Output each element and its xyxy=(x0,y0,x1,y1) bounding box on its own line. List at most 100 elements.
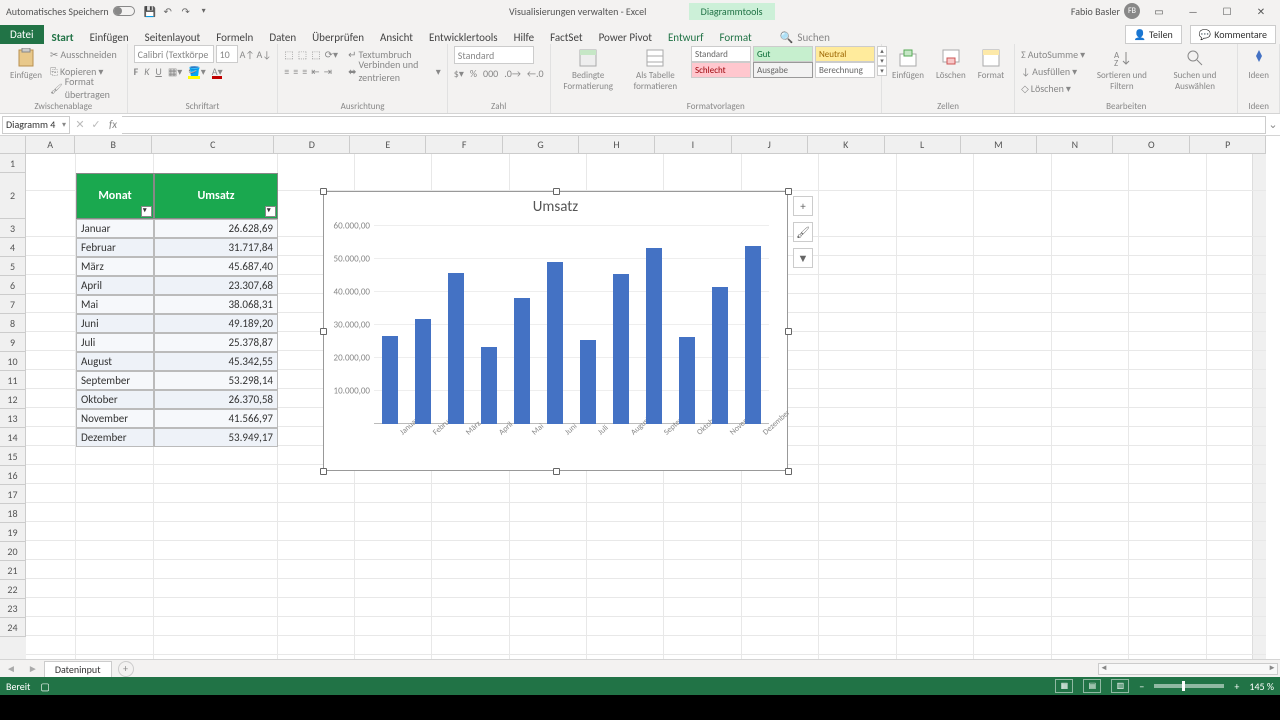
macro-record-icon[interactable]: ▢ xyxy=(40,680,49,693)
increase-decimal-icon[interactable]: .0→ xyxy=(504,67,521,80)
row-header[interactable]: 24 xyxy=(0,618,26,637)
row-header[interactable]: 8 xyxy=(0,314,26,333)
zoom-level[interactable]: 145 % xyxy=(1249,680,1274,693)
column-header[interactable]: F xyxy=(426,136,503,154)
paste-button[interactable]: Einfügen xyxy=(6,46,46,83)
currency-icon[interactable]: $▾ xyxy=(454,67,464,80)
indent-dec-icon[interactable]: ⇤ xyxy=(311,65,319,78)
sheet-nav-next-icon[interactable]: ► xyxy=(22,662,44,675)
minimize-icon[interactable]: — xyxy=(1178,1,1208,21)
chart-resize-handle[interactable] xyxy=(553,188,560,195)
row-header[interactable]: 12 xyxy=(0,390,26,409)
row-header[interactable]: 2 xyxy=(0,173,26,219)
table-cell[interactable]: 23.307,68 xyxy=(154,276,278,295)
column-header[interactable]: P xyxy=(1190,136,1266,154)
chart-bar[interactable] xyxy=(448,273,464,424)
cell-styles-gallery[interactable]: StandardGutNeutralSchlechtAusgabeBerechn… xyxy=(691,46,875,78)
chart-bar[interactable] xyxy=(547,262,563,424)
column-header[interactable]: M xyxy=(961,136,1038,154)
close-icon[interactable]: ✕ xyxy=(1246,1,1276,21)
column-header[interactable]: K xyxy=(808,136,885,154)
row-header[interactable]: 11 xyxy=(0,371,26,390)
cell-style-standard[interactable]: Standard xyxy=(691,46,751,62)
find-select-button[interactable]: Suchen und Auswählen xyxy=(1159,46,1232,94)
row-header[interactable]: 15 xyxy=(0,447,26,466)
column-header[interactable]: C xyxy=(152,136,274,154)
formula-input[interactable] xyxy=(122,116,1266,134)
chart-bar[interactable] xyxy=(646,248,662,424)
chart-elements-button[interactable]: + xyxy=(793,196,813,216)
row-header[interactable]: 16 xyxy=(0,466,26,485)
chart-bar[interactable] xyxy=(382,336,398,424)
chart-bar[interactable] xyxy=(580,340,596,424)
column-header[interactable]: J xyxy=(732,136,808,154)
indent-inc-icon[interactable]: ⇥ xyxy=(324,65,332,78)
row-header[interactable]: 20 xyxy=(0,542,26,561)
filter-dropdown-icon[interactable] xyxy=(265,206,276,217)
table-header[interactable]: Monat xyxy=(76,173,154,219)
chart-resize-handle[interactable] xyxy=(785,188,792,195)
row-header[interactable]: 4 xyxy=(0,238,26,257)
format-cells-button[interactable]: Format xyxy=(974,46,1008,83)
table-cell[interactable]: 53.949,17 xyxy=(154,428,278,447)
chart-object[interactable]: Umsatz10.000,0020.000,0030.000,0040.000,… xyxy=(323,191,788,471)
file-tab[interactable]: Datei xyxy=(0,25,44,44)
format-as-table-button[interactable]: Als Tabelle formatieren xyxy=(624,46,687,94)
enter-formula-icon[interactable]: ✓ xyxy=(88,118,104,131)
table-cell[interactable]: November xyxy=(76,409,154,428)
zoom-slider[interactable] xyxy=(1154,684,1224,688)
filter-dropdown-icon[interactable] xyxy=(141,206,152,217)
bold-button[interactable]: F xyxy=(134,65,139,78)
select-all-triangle[interactable] xyxy=(0,136,26,154)
table-cell[interactable]: 41.566,97 xyxy=(154,409,278,428)
expand-formula-bar-icon[interactable]: ⌄ xyxy=(1266,118,1280,131)
table-cell[interactable]: 53.298,14 xyxy=(154,371,278,390)
comments-button[interactable]: 💬 Kommentare xyxy=(1190,25,1276,44)
column-header[interactable]: D xyxy=(274,136,350,154)
autosave-toggle[interactable] xyxy=(113,6,135,16)
row-header[interactable]: 3 xyxy=(0,219,26,238)
row-header[interactable]: 17 xyxy=(0,485,26,504)
horizontal-scrollbar[interactable] xyxy=(1098,663,1278,675)
table-cell[interactable]: April xyxy=(76,276,154,295)
column-header[interactable]: B xyxy=(75,136,152,154)
worksheet-grid[interactable]: ABCDEFGHIJKLMNOP 12345678910111213141516… xyxy=(0,136,1280,659)
style-scroll-icon[interactable]: ▾ xyxy=(877,56,887,66)
table-cell[interactable]: September xyxy=(76,371,154,390)
column-header[interactable]: H xyxy=(579,136,655,154)
redo-icon[interactable]: ↷ xyxy=(177,2,195,20)
row-header[interactable]: 1 xyxy=(0,154,26,173)
zoom-in-icon[interactable]: + xyxy=(1234,680,1239,693)
table-cell[interactable]: 45.342,55 xyxy=(154,352,278,371)
cell-style-gut[interactable]: Gut xyxy=(753,46,813,62)
table-cell[interactable]: 26.628,69 xyxy=(154,219,278,238)
percent-icon[interactable]: % xyxy=(470,67,477,80)
row-header[interactable]: 9 xyxy=(0,333,26,352)
align-center-icon[interactable]: ≡ xyxy=(293,65,298,78)
undo-icon[interactable]: ↶ xyxy=(159,2,177,20)
row-header[interactable]: 23 xyxy=(0,599,26,618)
row-header[interactable]: 13 xyxy=(0,409,26,428)
ideas-button[interactable]: Ideen xyxy=(1244,46,1273,83)
chart-bar[interactable] xyxy=(613,274,629,424)
table-cell[interactable]: 25.378,87 xyxy=(154,333,278,352)
table-cell[interactable]: Juni xyxy=(76,314,154,333)
tell-me-search[interactable]: 🔍 Suchen xyxy=(780,31,830,44)
chart-title[interactable]: Umsatz xyxy=(324,192,787,218)
table-cell[interactable]: 26.370,58 xyxy=(154,390,278,409)
autosum-button[interactable]: Σ AutoSumme ▾ xyxy=(1021,46,1085,62)
style-scroll-icon[interactable]: ▴ xyxy=(877,46,887,56)
font-color-button[interactable]: A▾ xyxy=(212,65,223,78)
row-header[interactable]: 14 xyxy=(0,428,26,447)
decrease-font-icon[interactable]: A↓ xyxy=(256,46,271,62)
chart-resize-handle[interactable] xyxy=(553,468,560,475)
conditional-formatting-button[interactable]: Bedingte Formatierung xyxy=(557,46,620,94)
insert-cells-button[interactable]: Einfügen xyxy=(888,46,928,83)
fill-color-button[interactable]: 🪣▾ xyxy=(188,65,205,78)
style-scroll-icon[interactable]: ▾ xyxy=(877,66,887,76)
column-header[interactable]: O xyxy=(1113,136,1190,154)
fx-icon[interactable]: fx xyxy=(104,118,122,131)
page-break-view-icon[interactable]: ▥ xyxy=(1111,679,1129,693)
column-header[interactable]: N xyxy=(1037,136,1113,154)
cell-style-neutral[interactable]: Neutral xyxy=(815,46,875,62)
